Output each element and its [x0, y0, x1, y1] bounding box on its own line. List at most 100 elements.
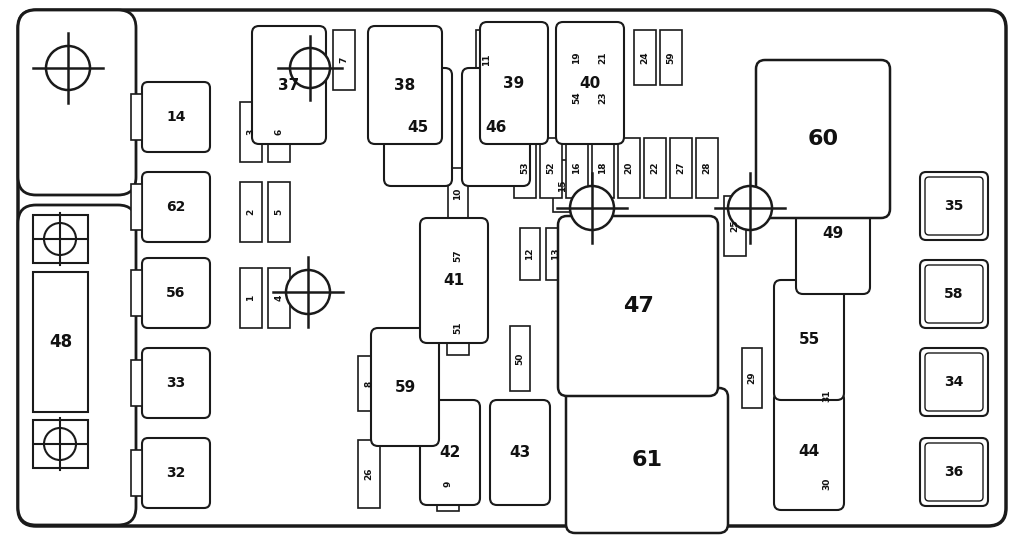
Text: 5: 5	[274, 209, 284, 215]
Bar	[816, 458, 838, 510]
Text: 31: 31	[822, 390, 831, 402]
PathPatch shape	[142, 438, 210, 508]
Bar	[449, 168, 468, 220]
Text: 20: 20	[625, 162, 634, 174]
PathPatch shape	[920, 172, 988, 240]
Bar	[553, 160, 573, 212]
PathPatch shape	[18, 205, 136, 525]
PathPatch shape	[556, 22, 624, 144]
Bar	[449, 230, 468, 282]
PathPatch shape	[490, 400, 550, 505]
Bar	[131, 360, 142, 406]
Text: 6: 6	[274, 129, 284, 135]
Bar	[618, 138, 640, 198]
Text: 29: 29	[748, 372, 757, 384]
PathPatch shape	[368, 26, 442, 144]
Bar	[131, 94, 142, 140]
Bar	[437, 456, 459, 511]
Bar	[240, 182, 262, 242]
Text: 36: 36	[944, 465, 964, 479]
Text: 7: 7	[340, 57, 348, 63]
Text: 13: 13	[552, 248, 560, 260]
Bar	[358, 356, 380, 411]
Text: 50: 50	[515, 352, 524, 365]
PathPatch shape	[142, 82, 210, 152]
Text: 2: 2	[247, 209, 256, 215]
Text: 37: 37	[279, 77, 300, 92]
Text: 52: 52	[547, 162, 555, 174]
Text: 56: 56	[166, 286, 185, 300]
Text: 26: 26	[365, 468, 374, 480]
Text: 44: 44	[799, 444, 819, 459]
Text: 16: 16	[572, 162, 582, 174]
Bar	[447, 300, 469, 355]
Text: 38: 38	[394, 77, 416, 92]
Text: 40: 40	[580, 76, 601, 91]
Text: 19: 19	[572, 51, 582, 64]
Text: 23: 23	[598, 92, 607, 104]
PathPatch shape	[796, 172, 870, 294]
PathPatch shape	[925, 443, 983, 501]
Bar	[131, 450, 142, 496]
Text: 35: 35	[944, 199, 964, 213]
Text: 12: 12	[525, 248, 535, 260]
Bar	[510, 326, 530, 391]
Text: 3: 3	[247, 129, 256, 135]
Circle shape	[570, 186, 614, 230]
Text: 60: 60	[808, 129, 839, 149]
Bar	[696, 138, 718, 198]
Bar	[816, 370, 838, 422]
PathPatch shape	[920, 438, 988, 506]
Circle shape	[44, 223, 76, 255]
PathPatch shape	[756, 60, 890, 218]
Text: 48: 48	[49, 333, 72, 351]
Text: 59: 59	[394, 380, 416, 395]
PathPatch shape	[420, 400, 480, 505]
Text: 1: 1	[247, 295, 256, 301]
Text: 39: 39	[504, 76, 524, 91]
PathPatch shape	[920, 348, 988, 416]
Text: 53: 53	[520, 162, 529, 174]
Bar	[33, 215, 88, 263]
Bar	[634, 30, 656, 85]
Text: 4: 4	[274, 295, 284, 301]
Text: 30: 30	[822, 478, 831, 490]
Bar	[131, 270, 142, 316]
Text: 55: 55	[799, 332, 819, 347]
Bar	[540, 138, 562, 198]
Text: 41: 41	[443, 273, 465, 288]
Bar	[268, 102, 290, 162]
PathPatch shape	[920, 260, 988, 328]
Text: 27: 27	[677, 162, 685, 175]
Text: 57: 57	[454, 250, 463, 262]
Bar	[240, 102, 262, 162]
Text: 15: 15	[558, 180, 567, 192]
PathPatch shape	[480, 22, 548, 144]
Text: 59: 59	[667, 51, 676, 64]
Bar	[33, 420, 88, 468]
Circle shape	[44, 428, 76, 460]
Text: 9: 9	[443, 480, 453, 487]
Text: 46: 46	[485, 120, 507, 134]
Text: 24: 24	[640, 51, 649, 64]
Circle shape	[728, 186, 772, 230]
Circle shape	[46, 46, 90, 90]
Text: 34: 34	[944, 375, 964, 389]
Bar	[333, 30, 355, 90]
Text: 14: 14	[166, 110, 185, 124]
Bar	[592, 138, 614, 198]
Bar	[131, 184, 142, 230]
PathPatch shape	[384, 68, 452, 186]
Circle shape	[286, 270, 330, 314]
PathPatch shape	[18, 10, 1006, 526]
Bar	[520, 228, 540, 280]
Text: 21: 21	[598, 51, 607, 64]
PathPatch shape	[774, 280, 844, 400]
Text: 32: 32	[166, 466, 185, 480]
PathPatch shape	[925, 353, 983, 411]
Bar	[566, 68, 588, 128]
Bar	[514, 138, 536, 198]
Text: 42: 42	[439, 445, 461, 460]
PathPatch shape	[142, 348, 210, 418]
Text: 58: 58	[944, 287, 964, 301]
